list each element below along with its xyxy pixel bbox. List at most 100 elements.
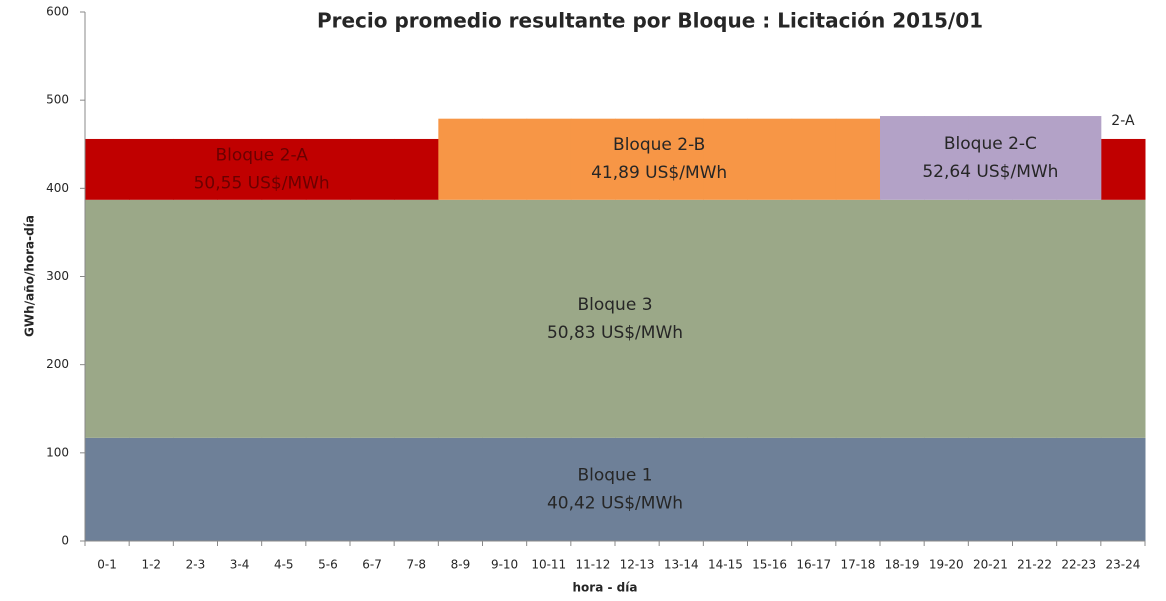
series-label: Bloque 2-C	[944, 134, 1037, 154]
x-tick-label: 16-17	[796, 558, 831, 572]
x-tick-label: 14-15	[708, 558, 743, 572]
bar-segment	[1056, 437, 1102, 541]
bar-segment	[791, 199, 837, 438]
bar-segment	[526, 118, 572, 200]
bar-segment	[615, 199, 660, 438]
series-label: Bloque 2-A	[215, 145, 308, 165]
bar-segment	[968, 199, 1013, 438]
bar-segment	[526, 199, 572, 438]
bar-segment	[880, 199, 925, 438]
bar-segment	[968, 437, 1013, 541]
series-price: 41,89 US$/MWh	[591, 163, 727, 183]
bar-segment	[835, 437, 881, 541]
bar-segment	[173, 199, 218, 438]
bar-segment	[924, 437, 969, 541]
bar-segment	[1012, 437, 1058, 541]
y-tick-label: 100	[46, 445, 69, 459]
bar-segment	[350, 138, 395, 200]
x-tick-label: 7-8	[406, 558, 426, 572]
bar-segment	[1100, 199, 1146, 438]
bar-segment	[703, 118, 748, 200]
bar-segment	[217, 138, 263, 200]
bar-segment	[570, 437, 616, 541]
bar-segment	[747, 437, 793, 541]
series-label: Bloque 1	[577, 465, 652, 485]
x-axis-title: hora - día	[573, 581, 638, 595]
x-tick-label: 15-16	[752, 558, 787, 572]
x-tick-label: 2-3	[186, 558, 206, 572]
x-tick-label: 9-10	[491, 558, 518, 572]
bar-segment	[703, 437, 748, 541]
bar-segment	[173, 138, 218, 200]
bar-segment	[482, 437, 528, 541]
bar-segment	[659, 437, 704, 541]
bar-segment	[924, 116, 969, 200]
bar-segment	[129, 138, 174, 200]
series-price: 50,55 US$/MWh	[194, 173, 330, 193]
x-tick-label: 18-19	[885, 558, 920, 572]
bar-segment	[1012, 116, 1058, 200]
series-price: 40,42 US$/MWh	[547, 493, 683, 513]
bar-segment	[85, 138, 130, 200]
series-label: Bloque 2-B	[613, 135, 705, 155]
x-tick-label: 21-22	[1017, 558, 1052, 572]
x-tick-label: 1-2	[141, 558, 161, 572]
bar-segment	[615, 118, 660, 200]
bar-segment	[570, 199, 616, 438]
bar-segment	[747, 199, 793, 438]
chart-title: Precio promedio resultante por Bloque : …	[317, 9, 983, 33]
x-tick-label: 13-14	[664, 558, 699, 572]
x-tick-label: 12-13	[620, 558, 655, 572]
y-tick-label: 500	[46, 93, 69, 107]
bar-segment	[305, 437, 351, 541]
bar-segment	[438, 437, 483, 541]
x-tick-label: 11-12	[575, 558, 610, 572]
x-tick-label: 6-7	[362, 558, 382, 572]
bar-segment	[924, 199, 969, 438]
series-short-label: 2-A	[1111, 113, 1135, 129]
bar-segment	[880, 116, 925, 200]
bar-segment	[570, 118, 616, 200]
bar-segment	[305, 138, 351, 200]
bar-segment	[1100, 437, 1146, 541]
x-tick-label: 23-24	[1105, 558, 1140, 572]
y-tick-label: 600	[46, 5, 69, 19]
bar-segment	[261, 199, 307, 438]
bar-segment	[438, 199, 483, 438]
bar-segment	[85, 437, 130, 541]
x-tick-label: 20-21	[973, 558, 1008, 572]
x-tick-label: 4-5	[274, 558, 294, 572]
bar-segment	[791, 437, 837, 541]
x-tick-label: 17-18	[840, 558, 875, 572]
series-price: 50,83 US$/MWh	[547, 323, 683, 343]
bar-segment	[305, 199, 351, 438]
x-tick-label: 22-23	[1061, 558, 1096, 572]
y-tick-label: 200	[46, 357, 69, 371]
bar-segment	[1056, 116, 1102, 200]
bar-segment	[482, 118, 528, 200]
bar-segment	[703, 199, 748, 438]
y-tick-label: 300	[46, 269, 69, 283]
bar-segment	[835, 199, 881, 438]
bar-segment	[835, 118, 881, 200]
x-tick-label: 0-1	[97, 558, 117, 572]
bar-segment	[261, 138, 307, 200]
bar-segment	[1056, 199, 1102, 438]
bar-segment	[747, 118, 793, 200]
bar-segment	[1012, 199, 1058, 438]
bar-segment	[526, 437, 572, 541]
x-tick-label: 3-4	[230, 558, 250, 572]
bar-segment	[968, 116, 1013, 200]
bar-segment	[394, 437, 439, 541]
bar-segment	[438, 118, 483, 200]
bar-segment	[615, 437, 660, 541]
bar-segment	[129, 199, 174, 438]
bar-segment	[350, 199, 395, 438]
x-tick-label: 5-6	[318, 558, 338, 572]
bar-segment	[261, 437, 307, 541]
y-axis-title: GWh/año/hora-día	[23, 215, 37, 337]
bar-segment	[482, 199, 528, 438]
bar-segment	[394, 138, 439, 200]
bar-segment	[173, 437, 218, 541]
